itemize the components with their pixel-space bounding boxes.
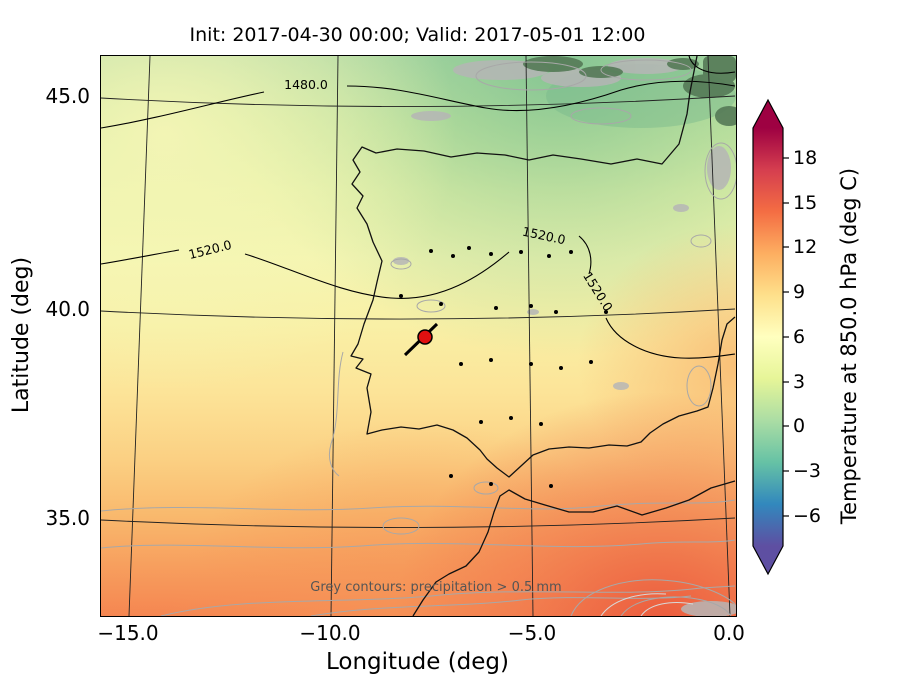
x-tick--5: −5.0 [507, 621, 557, 645]
colorbar-tick-18: 18 [793, 147, 818, 169]
precip-annotation: Grey contours: precipitation > 0.5 mm [310, 580, 562, 595]
colorbar-tick-marks [783, 157, 789, 517]
contour-label-1480: 1480.0 [284, 77, 328, 92]
precip-dark-shading [523, 56, 736, 126]
colorbar-label: Temperature at 850.0 hPa (deg C) [837, 167, 861, 525]
colorbar-tick--3: −3 [793, 460, 822, 482]
y-tick-40: 40.0 [45, 297, 90, 321]
colorbar-tick-0: 0 [793, 415, 806, 437]
plot-title: Init: 2017-04-30 00:00; Valid: 2017-05-0… [189, 24, 646, 46]
colorbar-tick-9: 9 [793, 281, 806, 303]
reservoir-dots [399, 246, 608, 488]
y-axis-label: Latitude (deg) [9, 256, 34, 414]
x-axis-label: Longitude (deg) [325, 649, 509, 675]
colorbar-tick--6: −6 [793, 505, 822, 527]
colorbar-tick-6: 6 [793, 326, 806, 348]
y-tick-35: 35.0 [45, 506, 90, 530]
colorbar-tick-3: 3 [793, 371, 806, 393]
precip-contours [101, 59, 736, 616]
map-plot-area: 1480.0 1520.0 1520.0 1520.0 Grey contour… [100, 55, 737, 617]
colorbar-tick-12: 12 [793, 236, 818, 258]
coastline [350, 56, 736, 616]
y-tick-45: 45.0 [45, 84, 90, 108]
x-tick-0: 0.0 [713, 621, 745, 645]
x-tick--10: −10.0 [299, 621, 361, 645]
x-tick--15: −15.0 [97, 621, 159, 645]
colorbar-tick-15: 15 [793, 192, 818, 214]
precip-grey-shading [393, 58, 736, 616]
colorbar [752, 98, 789, 576]
station-marker [403, 322, 439, 357]
graticule [101, 56, 736, 616]
colorbar-bar [752, 98, 784, 576]
map-canvas [101, 56, 736, 616]
